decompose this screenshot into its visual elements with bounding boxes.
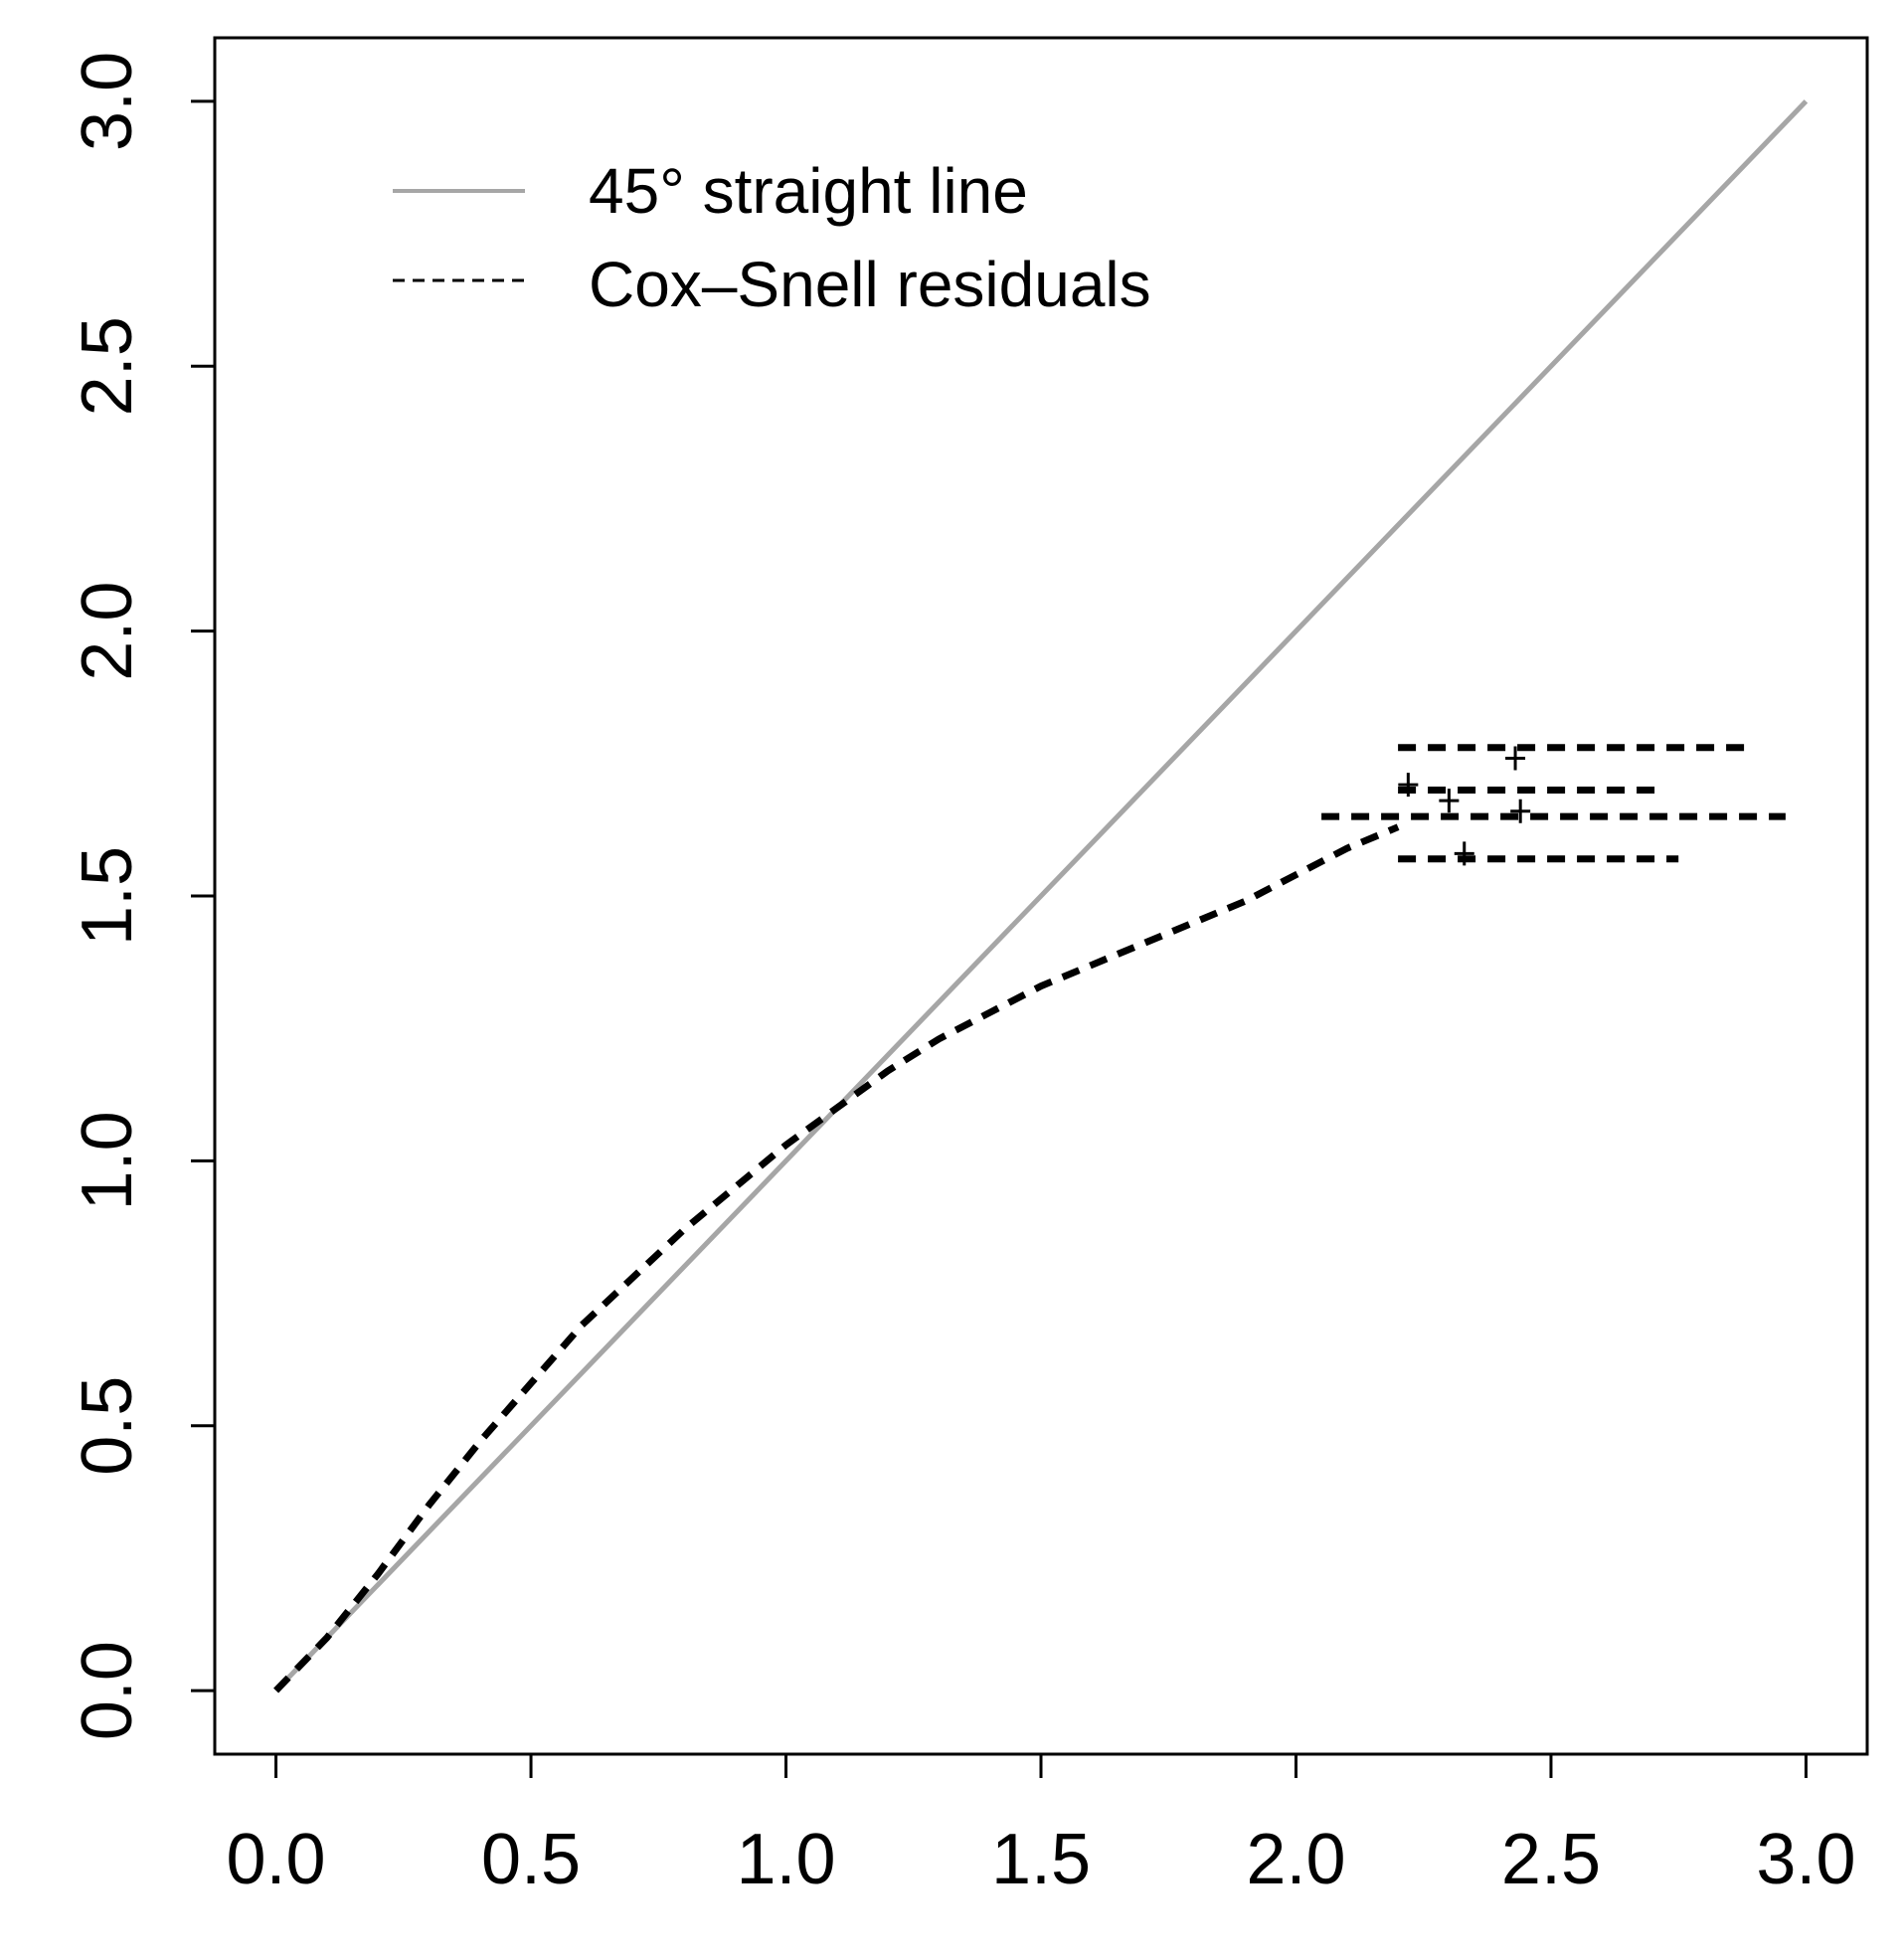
censor-mark <box>1454 841 1474 866</box>
series-45-line <box>273 99 1809 1693</box>
x-tick-label: 1.0 <box>736 1820 835 1899</box>
x-tick-label: 1.5 <box>991 1820 1091 1899</box>
series-cox-snell <box>273 823 1400 1693</box>
y-tick-label: 1.0 <box>68 1111 147 1210</box>
y-tick-label: 3.0 <box>68 52 147 151</box>
censor-mark <box>1439 789 1460 813</box>
x-tick-label: 2.5 <box>1501 1820 1601 1899</box>
legend-label-cox-snell: Cox–Snell residuals <box>589 249 1151 320</box>
y-tick-label: 2.5 <box>68 316 147 416</box>
y-tick-label: 0.0 <box>68 1641 147 1740</box>
censor-mark <box>1510 799 1531 823</box>
y-tick-label: 2.0 <box>68 582 147 681</box>
x-tick-label: 0.5 <box>481 1820 581 1899</box>
y-axis: 0.0 0.5 1.0 1.5 2.0 2.5 3.0 <box>68 52 215 1740</box>
plot-area <box>273 99 1809 1693</box>
y-tick-label: 1.5 <box>68 846 147 946</box>
legend-label-45-line: 45° straight line <box>589 155 1028 227</box>
x-tick-label: 0.0 <box>227 1820 326 1899</box>
censor-mark <box>1505 746 1526 771</box>
y-tick-label: 0.5 <box>68 1376 147 1476</box>
x-tick-label: 3.0 <box>1756 1820 1855 1899</box>
censor-mark <box>1398 773 1419 798</box>
x-tick-label: 2.0 <box>1246 1820 1345 1899</box>
legend: 45° straight line Cox–Snell residuals <box>393 155 1151 320</box>
x-axis: 0.0 0.5 1.0 1.5 2.0 2.5 3.0 <box>227 1752 1855 1899</box>
